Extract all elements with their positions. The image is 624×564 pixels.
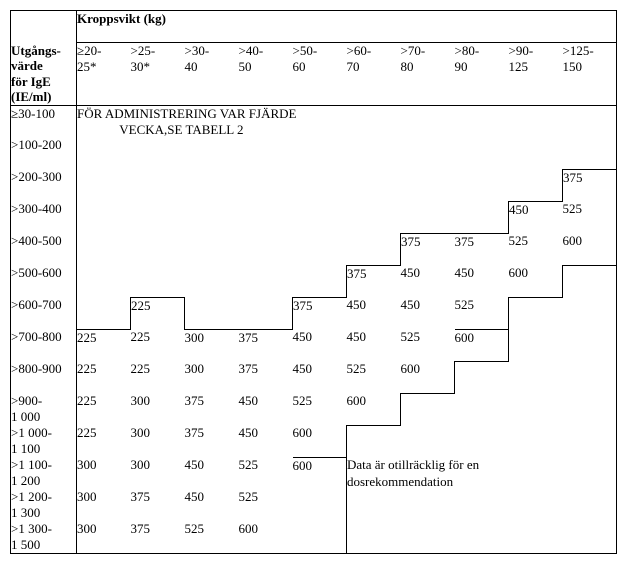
cell-r7c6: 525 — [401, 329, 455, 361]
cell-r7c7: 600 — [455, 329, 509, 361]
row-label-8: >800-900 — [11, 361, 77, 393]
cell-r4c8: 525 — [509, 233, 563, 265]
note-line1: Data är otillräcklig för en — [347, 457, 479, 472]
cell-r12c2: 450 — [185, 489, 239, 521]
cell-r6c7: 525 — [455, 297, 509, 329]
note-line2: dosrekommendation — [347, 474, 453, 489]
row-label-10: >1 000-1 100 — [11, 425, 77, 457]
cell-r8c6: 600 — [401, 361, 455, 393]
cell-r13c2: 525 — [185, 521, 239, 553]
cell-r8c2: 300 — [185, 361, 239, 393]
cell-r5c8: 600 — [509, 265, 563, 297]
cell-r8c3: 375 — [239, 361, 293, 393]
row-label-12: >1 200-1 300 — [11, 489, 77, 521]
row-label-2: >200-300 — [11, 169, 77, 201]
cell-r12c3: 525 — [239, 489, 293, 521]
cell-r10c4: 600 — [293, 425, 347, 457]
cell-r13c1: 375 — [131, 521, 185, 553]
cell-r8c5: 525 — [347, 361, 401, 393]
cell-r8c4: 450 — [293, 361, 347, 393]
cell-r13c0: 300 — [77, 521, 131, 553]
cell-r11c2: 450 — [185, 457, 239, 489]
col-hdr-0: ≥20-25* — [77, 43, 131, 106]
cell-r7c3: 375 — [239, 329, 293, 361]
cell-r9c5: 600 — [347, 393, 401, 425]
row-label-11: >1 100-1 200 — [11, 457, 77, 489]
banner-line2: VECKA,SE TABELL 2 — [119, 122, 243, 137]
cell-r5c5: 375 — [347, 265, 401, 297]
cell-r11c3: 525 — [239, 457, 293, 489]
cell-r2c9: 375 — [563, 169, 617, 201]
row-label-1: >100-200 — [11, 137, 77, 169]
cell-r6c5: 450 — [347, 297, 401, 329]
row-label-9: >900-1 000 — [11, 393, 77, 425]
ige-header: Utgångs-värdeför IgE(IE/ml) — [11, 43, 77, 106]
cell-r8c0: 225 — [77, 361, 131, 393]
row-label-6: >600-700 — [11, 297, 77, 329]
cell-r3c8: 450 — [509, 201, 563, 233]
cell-r7c5: 450 — [347, 329, 401, 361]
cell-r9c3: 450 — [239, 393, 293, 425]
cell-r7c4: 450 — [293, 329, 347, 361]
cell-r6c1: 225 — [131, 297, 185, 329]
col-hdr-7: >80-90 — [455, 43, 509, 106]
row-label-4: >400-500 — [11, 233, 77, 265]
col-hdr-8: >90-125 — [509, 43, 563, 106]
row-label-3: >300-400 — [11, 201, 77, 233]
col-hdr-9: >125-150 — [563, 43, 617, 106]
col-hdr-5: >60-70 — [347, 43, 401, 106]
banner-cell: FÖR ADMINISTRERING VAR FJÄRDE VECKA,SE T… — [77, 105, 617, 169]
cell-r10c2: 375 — [185, 425, 239, 457]
cell-r12c1: 375 — [131, 489, 185, 521]
row-label-0: ≥30-100 — [11, 105, 77, 137]
cell-r10c0: 225 — [77, 425, 131, 457]
weight-header: Kroppsvikt (kg) — [77, 11, 617, 43]
cell-r12c0: 300 — [77, 489, 131, 521]
col-hdr-1: >25-30* — [131, 43, 185, 106]
cell-r4c7: 375 — [455, 233, 509, 265]
row-label-7: >700-800 — [11, 329, 77, 361]
cell-r3c9: 525 — [563, 201, 617, 233]
note-cell: Data är otillräcklig för en dosrekommend… — [347, 457, 617, 553]
cell-r9c0: 225 — [77, 393, 131, 425]
cell-r11c4: 600 — [293, 457, 347, 489]
cell-r11c1: 300 — [131, 457, 185, 489]
cell-r6c6: 450 — [401, 297, 455, 329]
banner-line1: FÖR ADMINISTRERING VAR FJÄRDE — [77, 106, 296, 121]
cell-r9c2: 375 — [185, 393, 239, 425]
cell-r4c6: 375 — [401, 233, 455, 265]
cell-r11c0: 300 — [77, 457, 131, 489]
cell-r7c0: 225 — [77, 329, 131, 361]
cell-r7c2: 300 — [185, 329, 239, 361]
cell-r6c4: 375 — [293, 297, 347, 329]
cell-r5c7: 450 — [455, 265, 509, 297]
dosing-table: Kroppsvikt (kg) Utgångs-värdeför IgE(IE/… — [10, 10, 617, 554]
col-hdr-4: >50-60 — [293, 43, 347, 106]
row-label-5: >500-600 — [11, 265, 77, 297]
cell-r4c9: 600 — [563, 233, 617, 265]
cell-r13c3: 600 — [239, 521, 293, 553]
col-hdr-6: >70-80 — [401, 43, 455, 106]
col-hdr-3: >40-50 — [239, 43, 293, 106]
cell-r7c1: 225 — [131, 329, 185, 361]
cell-r9c4: 525 — [293, 393, 347, 425]
col-hdr-2: >30-40 — [185, 43, 239, 106]
cell-r9c1: 300 — [131, 393, 185, 425]
cell-r8c1: 225 — [131, 361, 185, 393]
corner-cell — [11, 11, 77, 43]
cell-r5c6: 450 — [401, 265, 455, 297]
row-label-13: >1 300-1 500 — [11, 521, 77, 553]
cell-r10c3: 450 — [239, 425, 293, 457]
cell-r10c1: 300 — [131, 425, 185, 457]
